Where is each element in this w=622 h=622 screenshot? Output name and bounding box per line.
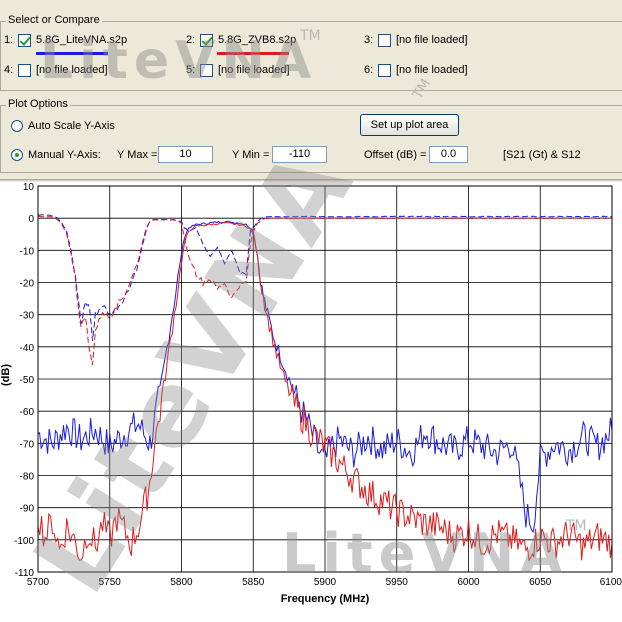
y-axis-label: (dB) — [0, 364, 12, 386]
y-tick-label: -90 — [20, 504, 35, 515]
slot-3-filename: [no file loaded] — [396, 34, 468, 46]
y-axis-ticks: 10 0 -10 -20 -30 -40 -50 -60 -70 -80 -90 -100 -110 — [14, 183, 34, 579]
manual-y-axis-label[interactable]: Manual Y-Axis: — [28, 149, 101, 161]
series-line-3 — [37, 221, 613, 562]
y-tick-label: -30 — [20, 311, 35, 322]
x-axis-ticks: 5700 5750 5800 5850 5900 5950 6000 6050 6100 — [27, 577, 622, 588]
slot-index: 5: — [186, 64, 196, 76]
y-tick-label: -80 — [20, 472, 35, 483]
slot-2-color-swatch — [217, 52, 289, 55]
slot-6-filename: [no file loaded] — [396, 64, 468, 76]
offset-input[interactable]: 0.0 — [429, 146, 468, 163]
slot-index: 1: — [4, 34, 14, 46]
ymin-input[interactable]: -110 — [272, 146, 327, 163]
x-tick-label: 5900 — [314, 577, 337, 588]
watermark-top-tm: TM — [299, 28, 321, 44]
plot-options-title: Plot Options — [6, 98, 70, 110]
file-slot-5[interactable]: 5: [no file loaded] — [186, 62, 290, 78]
watermark-diagonal-tm: TM — [409, 76, 434, 103]
x-tick-label: 6050 — [529, 577, 552, 588]
series-layer — [37, 214, 613, 562]
auto-scale-radio[interactable] — [11, 120, 23, 132]
y-tick-label: -110 — [15, 568, 35, 579]
plot-options-group — [0, 105, 622, 173]
x-tick-label: 6100 — [600, 577, 622, 588]
x-axis-label: Frequency (MHz) — [281, 593, 370, 605]
ymin-label: Y Min = — [232, 149, 270, 161]
slot-index: 6: — [364, 64, 374, 76]
watermark-top: LiteVNA — [40, 31, 317, 91]
x-tick-label: 5750 — [99, 577, 122, 588]
y-tick-label: -50 — [20, 375, 35, 386]
y-tick-label: -70 — [20, 439, 35, 450]
slot-index: 2: — [186, 34, 196, 46]
y-tick-label: -40 — [20, 343, 35, 354]
x-tick-label: 5950 — [386, 577, 409, 588]
file-slot-6[interactable]: 6: [no file loaded] — [364, 62, 468, 78]
manual-y-axis-radio[interactable] — [11, 149, 23, 161]
watermark-bottom-tm: TM — [565, 518, 587, 534]
series-line-2 — [37, 214, 613, 341]
file-slot-2[interactable]: 2: 5.8G_ZVB8.s2p — [186, 32, 296, 48]
x-tick-label: 5800 — [170, 577, 193, 588]
panel-divider — [0, 179, 622, 181]
series-line-1 — [37, 220, 613, 534]
ymax-input[interactable]: 10 — [158, 146, 213, 163]
x-tick-label: 5700 — [27, 577, 50, 588]
y-tick-label: -60 — [20, 407, 35, 418]
slot-4-checkbox[interactable] — [18, 63, 31, 77]
y-tick-label: -100 — [14, 536, 34, 547]
y-tick-label: -10 — [20, 246, 35, 257]
slot-1-checkbox[interactable] — [18, 33, 31, 47]
file-slot-3[interactable]: 3: [no file loaded] — [364, 32, 468, 48]
auto-scale-label[interactable]: Auto Scale Y-Axis — [28, 120, 115, 132]
x-tick-label: 6000 — [457, 577, 480, 588]
slot-1-color-swatch — [36, 52, 108, 55]
slot-2-checkbox[interactable] — [200, 33, 213, 47]
file-slot-4[interactable]: 4: [no file loaded] — [4, 62, 108, 78]
select-group-title: Select or Compare — [6, 14, 102, 26]
watermark-bottom: LiteVNA — [282, 522, 568, 585]
slot-index: 4: — [4, 64, 14, 76]
slot-6-checkbox[interactable] — [378, 63, 391, 77]
y-tick-label: 0 — [28, 214, 34, 225]
y-tick-label: 10 — [23, 183, 35, 193]
slot-3-checkbox[interactable] — [378, 33, 391, 47]
setup-plot-area-button[interactable]: Set up plot area — [360, 114, 459, 136]
ymax-label: Y Max = — [117, 149, 158, 161]
slot-index: 3: — [364, 34, 374, 46]
frequency-response-chart: 10 0 -10 -20 -30 -40 -50 -60 -70 -80 -90 -100 -110 5… — [0, 183, 622, 622]
plot-frame — [37, 185, 613, 573]
slot-5-filename: [no file loaded] — [218, 64, 290, 76]
slot-4-filename: [no file loaded] — [36, 64, 108, 76]
parameters-label: [S21 (Gt) & S12 — [503, 149, 581, 161]
x-tick-label: 5850 — [242, 577, 265, 588]
offset-label: Offset (dB) = — [364, 149, 427, 161]
slot-2-filename: 5.8G_ZVB8.s2p — [218, 34, 297, 46]
slot-5-checkbox[interactable] — [200, 63, 213, 77]
series-line-4 — [37, 215, 613, 366]
y-tick-label: -20 — [20, 279, 35, 290]
file-slot-1[interactable]: 1: 5.8G_LiteVNA.s2p — [4, 32, 127, 48]
select-group — [0, 21, 622, 91]
slot-1-filename: 5.8G_LiteVNA.s2p — [36, 34, 128, 46]
